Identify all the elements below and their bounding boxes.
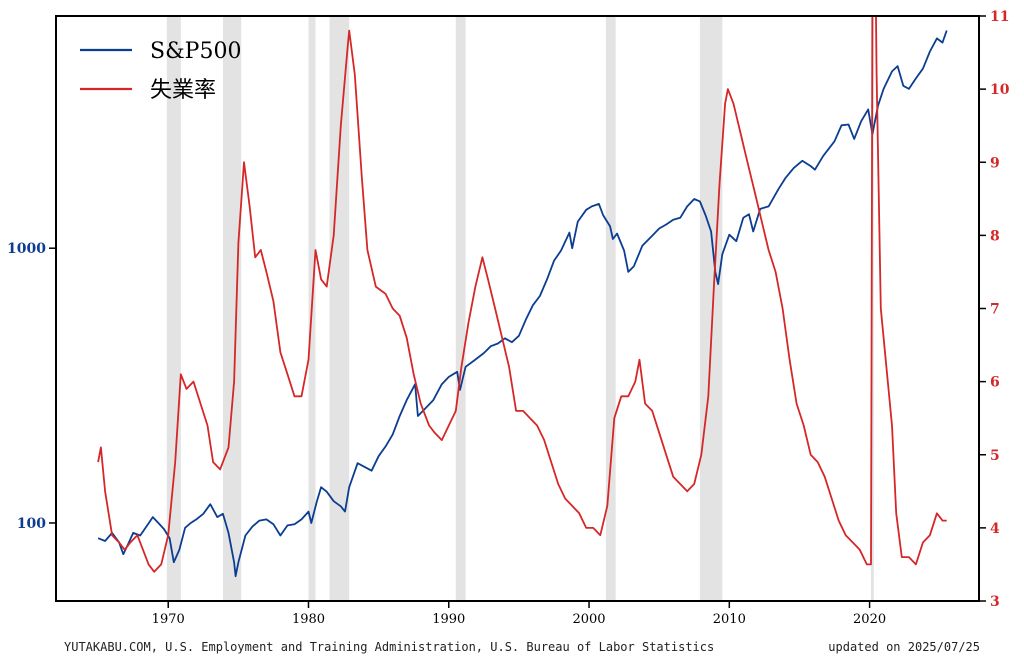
y-right-tick-label-9: 9 [990,155,1000,171]
y-right-tick-label-6: 6 [990,375,1000,391]
plot-frame [55,15,980,602]
recession-band-1 [222,16,242,601]
recession-band-4 [455,16,466,601]
axes: 1970 1980 1990 2000 2010 2020 100 1000 3 4 5 6 7 8 9 10… [7,9,1010,627]
y-left-tick-label-1000: 1000 [7,241,46,257]
series-line-sp500 [97,30,948,578]
recession-band-0 [166,16,181,601]
x-tick-label-2020: 2020 [853,612,886,627]
x-tick-label-1990: 1990 [432,612,465,627]
legend-label-unemployment: 失業率 [150,78,216,103]
y-right-tick-label-8: 8 [990,228,1000,244]
recession-band-6 [699,16,723,601]
updated-date: updated on 2025/07/25 [828,640,980,654]
y-left-tick-label-100: 100 [17,516,46,532]
y-right-tick-label-11: 11 [990,9,1009,25]
series-line-unemployment [97,16,947,573]
recession-bands [166,16,874,601]
x-tick-label-2000: 2000 [572,612,605,627]
legend: S&P500 失業率 [80,39,241,103]
y-right-tick-label-4: 4 [990,521,1000,537]
y-right-tick-label-10: 10 [990,82,1010,98]
x-tick-label-1980: 1980 [292,612,325,627]
y-right-tick-label-7: 7 [990,302,1000,318]
recession-band-3 [329,16,350,601]
x-tick-label-1970: 1970 [152,612,185,627]
x-tick-label-2010: 2010 [713,612,746,627]
legend-label-sp500: S&P500 [150,39,241,64]
source-credit: YUTAKABU.COM, U.S. Employment and Traini… [64,640,715,654]
y-right-tick-label-5: 5 [990,448,1000,464]
recession-band-5 [605,16,616,601]
series-lines [97,16,948,578]
y-right-tick-label-3: 3 [990,594,1000,610]
